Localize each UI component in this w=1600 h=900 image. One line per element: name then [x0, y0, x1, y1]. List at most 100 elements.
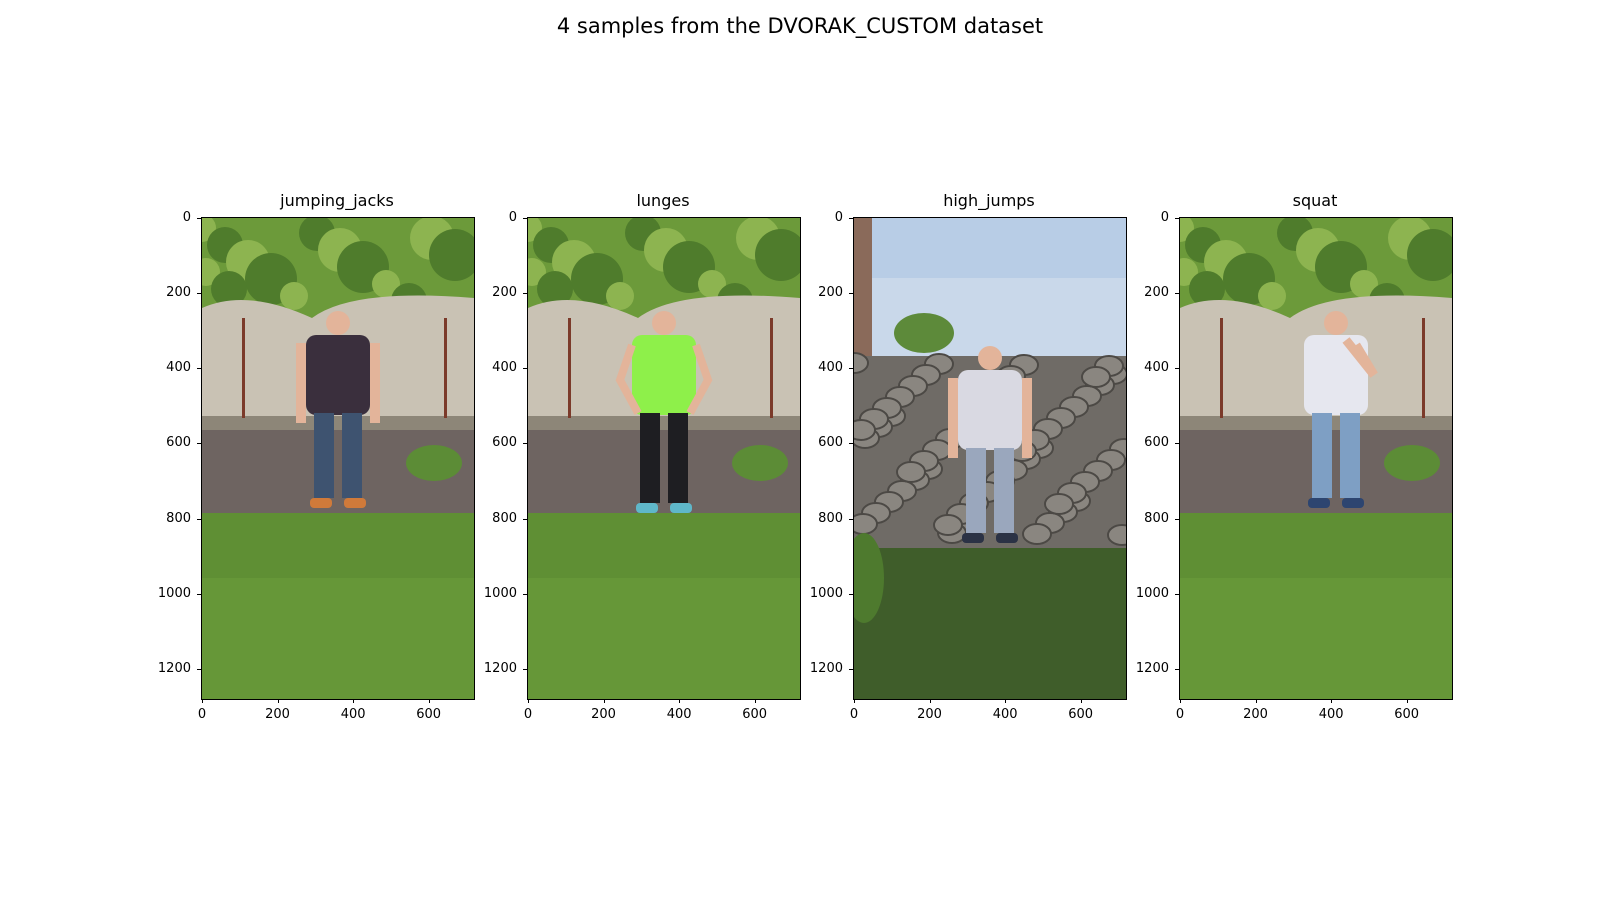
y-tick-label: 1000: [157, 585, 191, 601]
y-tick-label: 800: [818, 510, 843, 526]
y-tick-label: 200: [166, 285, 191, 301]
x-tick-label: 600: [742, 707, 768, 722]
y-tick-label: 1000: [483, 585, 517, 601]
y-tick-label: 200: [492, 285, 517, 301]
sample-image: [201, 217, 475, 700]
y-tick-label: 1200: [483, 660, 517, 676]
y-tick-label: 1200: [1135, 660, 1169, 676]
sample-image: [527, 217, 801, 700]
y-tick-label: 800: [1144, 510, 1169, 526]
y-tick-mark: [197, 218, 201, 219]
y-tick-label: 800: [166, 510, 191, 526]
y-tick-mark: [849, 443, 853, 445]
y-tick-label: 600: [492, 435, 517, 451]
y-tick-mark: [849, 668, 853, 670]
y-tick-label: 200: [818, 285, 843, 301]
y-tick-label: 400: [166, 360, 191, 376]
y-tick-mark: [523, 218, 527, 219]
y-tick-mark: [1175, 368, 1179, 370]
subplot-title: high_jumps: [943, 191, 1035, 210]
x-tick-label: 400: [992, 707, 1018, 722]
y-tick-label: 400: [1144, 360, 1169, 376]
y-tick-mark: [849, 368, 853, 370]
x-tick-label: 200: [591, 707, 616, 722]
x-tick-mark: [754, 699, 756, 703]
x-tick-label: 0: [1175, 707, 1185, 722]
y-tick-label: 600: [818, 435, 843, 451]
x-tick-mark: [428, 699, 430, 703]
y-tick-mark: [1175, 293, 1179, 295]
y-tick-mark: [849, 293, 853, 295]
x-tick-label: 600: [1394, 707, 1420, 722]
x-tick-mark: [1005, 699, 1007, 703]
x-tick-label: 0: [849, 707, 859, 722]
x-tick-label: 400: [666, 707, 692, 722]
y-tick-mark: [523, 293, 527, 295]
x-tick-mark: [603, 699, 605, 703]
y-tick-mark: [197, 593, 201, 595]
x-tick-mark: [1331, 699, 1333, 703]
y-tick-mark: [849, 218, 853, 219]
y-tick-label: 0: [182, 210, 191, 225]
y-tick-label: 400: [818, 360, 843, 376]
y-tick-mark: [1175, 593, 1179, 595]
x-tick-mark: [1080, 699, 1082, 703]
x-tick-mark: [929, 699, 931, 703]
x-tick-label: 200: [917, 707, 942, 722]
figure-title: 4 samples from the DVORAK_CUSTOM dataset: [556, 14, 1044, 38]
y-tick-label: 600: [1144, 435, 1169, 451]
x-tick-mark: [854, 699, 855, 703]
x-tick-mark: [353, 699, 355, 703]
x-tick-mark: [1180, 699, 1181, 703]
x-tick-mark: [1255, 699, 1257, 703]
x-tick-label: 400: [1318, 707, 1344, 722]
sample-image: [1179, 217, 1453, 700]
y-tick-mark: [1175, 518, 1179, 520]
x-tick-label: 0: [523, 707, 533, 722]
subplot-title: lunges: [636, 191, 690, 210]
y-tick-label: 400: [492, 360, 517, 376]
y-tick-mark: [523, 668, 527, 670]
x-tick-mark: [277, 699, 279, 703]
y-tick-mark: [1175, 668, 1179, 670]
y-tick-mark: [197, 518, 201, 520]
y-tick-mark: [197, 368, 201, 370]
y-tick-label: 1200: [157, 660, 191, 676]
y-tick-label: 1000: [1135, 585, 1169, 601]
y-tick-label: 1000: [809, 585, 843, 601]
y-tick-mark: [197, 443, 201, 445]
x-tick-mark: [202, 699, 203, 703]
subplot-title: jumping_jacks: [280, 191, 394, 210]
x-tick-label: 600: [416, 707, 442, 722]
x-tick-label: 200: [265, 707, 290, 722]
y-tick-label: 0: [508, 210, 517, 225]
y-tick-mark: [523, 443, 527, 445]
y-tick-label: 1200: [809, 660, 843, 676]
y-tick-label: 800: [492, 510, 517, 526]
x-tick-label: 200: [1243, 707, 1268, 722]
x-tick-label: 400: [340, 707, 366, 722]
x-tick-mark: [679, 699, 681, 703]
x-tick-label: 0: [197, 707, 207, 722]
y-tick-mark: [197, 293, 201, 295]
y-tick-mark: [849, 593, 853, 595]
sample-image: [853, 217, 1127, 700]
x-tick-mark: [1406, 699, 1408, 703]
y-tick-label: 600: [166, 435, 191, 451]
y-tick-label: 0: [834, 210, 843, 225]
y-tick-mark: [1175, 443, 1179, 445]
x-tick-label: 600: [1068, 707, 1094, 722]
y-tick-label: 200: [1144, 285, 1169, 301]
y-tick-mark: [1175, 218, 1179, 219]
x-tick-mark: [528, 699, 529, 703]
y-tick-mark: [197, 668, 201, 670]
y-tick-label: 0: [1160, 210, 1169, 225]
y-tick-mark: [523, 368, 527, 370]
subplot-title: squat: [1292, 191, 1338, 210]
y-tick-mark: [849, 518, 853, 520]
y-tick-mark: [523, 593, 527, 595]
